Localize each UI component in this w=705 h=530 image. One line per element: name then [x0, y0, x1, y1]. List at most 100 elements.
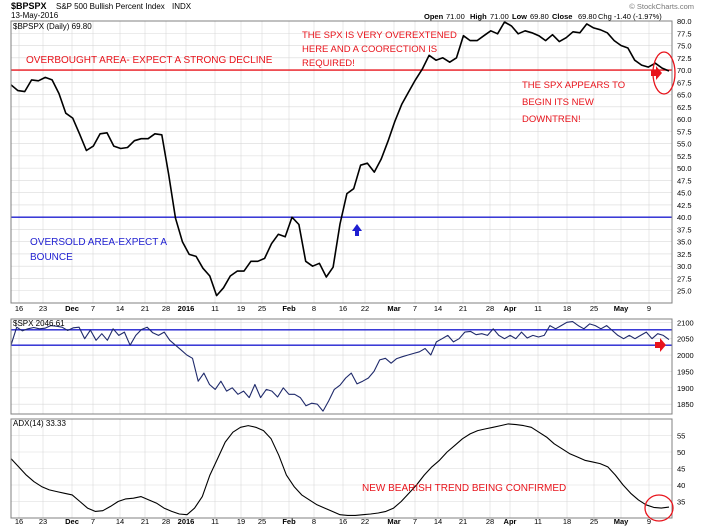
x-tick-label: 14 — [434, 304, 442, 313]
x-tick-label: 14 — [434, 517, 442, 526]
y-tick-label: 67.5 — [677, 78, 692, 87]
y-tick-label: 40.0 — [677, 213, 692, 222]
close-label: Close — [552, 12, 572, 21]
x-tick-label: 2016 — [178, 517, 195, 526]
annotation-text: THE SPX IS VERY OVEREXTENED — [302, 30, 457, 41]
x-tick-label: Dec — [65, 304, 79, 313]
annotation-text: DOWNTREN! — [522, 114, 581, 125]
spx-panel-title: $SPX 2046.61 — [13, 319, 65, 328]
x-tick-label: 9 — [647, 517, 651, 526]
x-tick-label: 19 — [237, 304, 245, 313]
y-tick-label: 45 — [677, 465, 685, 474]
low-value: 69.80 — [530, 12, 549, 21]
x-tick-label: 25 — [258, 304, 266, 313]
close-value: 69.80 — [578, 12, 597, 21]
y-tick-label: 47.5 — [677, 176, 692, 185]
x-tick-label: May — [614, 304, 629, 313]
annotation-text: BOUNCE — [30, 252, 73, 263]
y-tick-label: 60.0 — [677, 115, 692, 124]
panel-background — [11, 21, 672, 303]
panel-frame — [10, 20, 673, 304]
x-tick-label: 9 — [647, 304, 651, 313]
y-tick-label: 72.5 — [677, 54, 692, 63]
x-tick-label: 23 — [39, 304, 47, 313]
x-tick-label: Mar — [387, 517, 400, 526]
y-tick-label: 2000 — [677, 351, 694, 360]
x-tick-label: 16 — [15, 304, 23, 313]
y-tick-label: 35.0 — [677, 238, 692, 247]
x-tick-label: Apr — [504, 304, 517, 313]
y-tick-label: 62.5 — [677, 103, 692, 112]
y-tick-label: 30.0 — [677, 262, 692, 271]
y-tick-label: 75.0 — [677, 42, 692, 51]
index-name-label: S&P 500 Bullish Percent Index — [56, 2, 165, 11]
x-tick-label: 21 — [141, 517, 149, 526]
x-tick-label: 16 — [15, 517, 23, 526]
x-tick-label: 21 — [459, 304, 467, 313]
x-tick-label: 28 — [486, 304, 494, 313]
red-right-arrow-icon — [655, 338, 666, 352]
y-tick-label: 80.0 — [677, 17, 692, 26]
x-tick-label: 8 — [312, 517, 316, 526]
annotation-text: OVERSOLD AREA-EXPECT A — [30, 237, 167, 248]
y-tick-label: 2050 — [677, 335, 694, 344]
y-tick-label: 1850 — [677, 400, 694, 409]
red-right-arrow-icon — [651, 66, 662, 80]
low-label: Low — [512, 12, 527, 21]
x-tick-label: 7 — [413, 517, 417, 526]
x-tick-label: 21 — [141, 304, 149, 313]
annotation-text: REQUIRED! — [302, 58, 355, 69]
y-tick-label: 65.0 — [677, 91, 692, 100]
y-tick-label: 42.5 — [677, 201, 692, 210]
x-tick-label: May — [614, 517, 629, 526]
x-tick-label: Feb — [282, 304, 296, 313]
high-value: 71.00 — [490, 12, 509, 21]
change-value: Chg -1.40 (-1.97%) — [598, 12, 662, 21]
y-tick-label: 45.0 — [677, 189, 692, 198]
y-tick-label: 77.5 — [677, 29, 692, 38]
x-tick-label: 25 — [258, 517, 266, 526]
annotation-text: OVERBOUGHT AREA- EXPECT A STRONG DECLINE — [26, 55, 273, 66]
y-tick-label: 70.0 — [677, 66, 692, 75]
highlight-circle — [652, 51, 676, 95]
x-tick-label: 2016 — [178, 304, 195, 313]
x-tick-label: 11 — [211, 304, 219, 313]
open-label: Open — [424, 12, 444, 21]
x-tick-label: 18 — [563, 304, 571, 313]
x-tick-label: 14 — [116, 304, 124, 313]
x-tick-label: 8 — [312, 304, 316, 313]
y-tick-label: 32.5 — [677, 250, 692, 259]
y-tick-label: 37.5 — [677, 225, 692, 234]
exchange-label: INDX — [172, 2, 192, 11]
y-tick-label: 55 — [677, 432, 685, 441]
panel-frame — [10, 318, 673, 415]
y-tick-label: 55.0 — [677, 140, 692, 149]
annotation-text: BEGIN ITS NEW — [522, 97, 594, 108]
x-tick-label: 28 — [162, 304, 170, 313]
x-tick-label: 19 — [237, 517, 245, 526]
y-tick-label: 50.0 — [677, 164, 692, 173]
y-tick-label: 2100 — [677, 318, 694, 327]
annotation-text: THE SPX APPEARS TO — [522, 80, 625, 91]
y-tick-label: 57.5 — [677, 127, 692, 136]
highlight-circle — [644, 494, 674, 522]
series-line — [10, 423, 670, 516]
x-tick-label: Dec — [65, 517, 79, 526]
x-tick-label: 18 — [563, 517, 571, 526]
symbol-label: $BPSPX — [11, 1, 47, 11]
blue-up-arrow-icon — [352, 224, 362, 236]
y-tick-label: 50 — [677, 448, 685, 457]
x-tick-label: 11 — [534, 517, 542, 526]
x-tick-label: 22 — [361, 517, 369, 526]
high-label: High — [470, 12, 487, 21]
x-tick-label: 23 — [39, 517, 47, 526]
x-tick-label: 14 — [116, 517, 124, 526]
series-line — [10, 321, 670, 412]
x-tick-label: 16 — [339, 304, 347, 313]
series-line — [10, 21, 670, 297]
y-tick-label: 27.5 — [677, 274, 692, 283]
y-tick-label: 1900 — [677, 384, 694, 393]
date-label: 13-May-2016 — [11, 11, 59, 20]
